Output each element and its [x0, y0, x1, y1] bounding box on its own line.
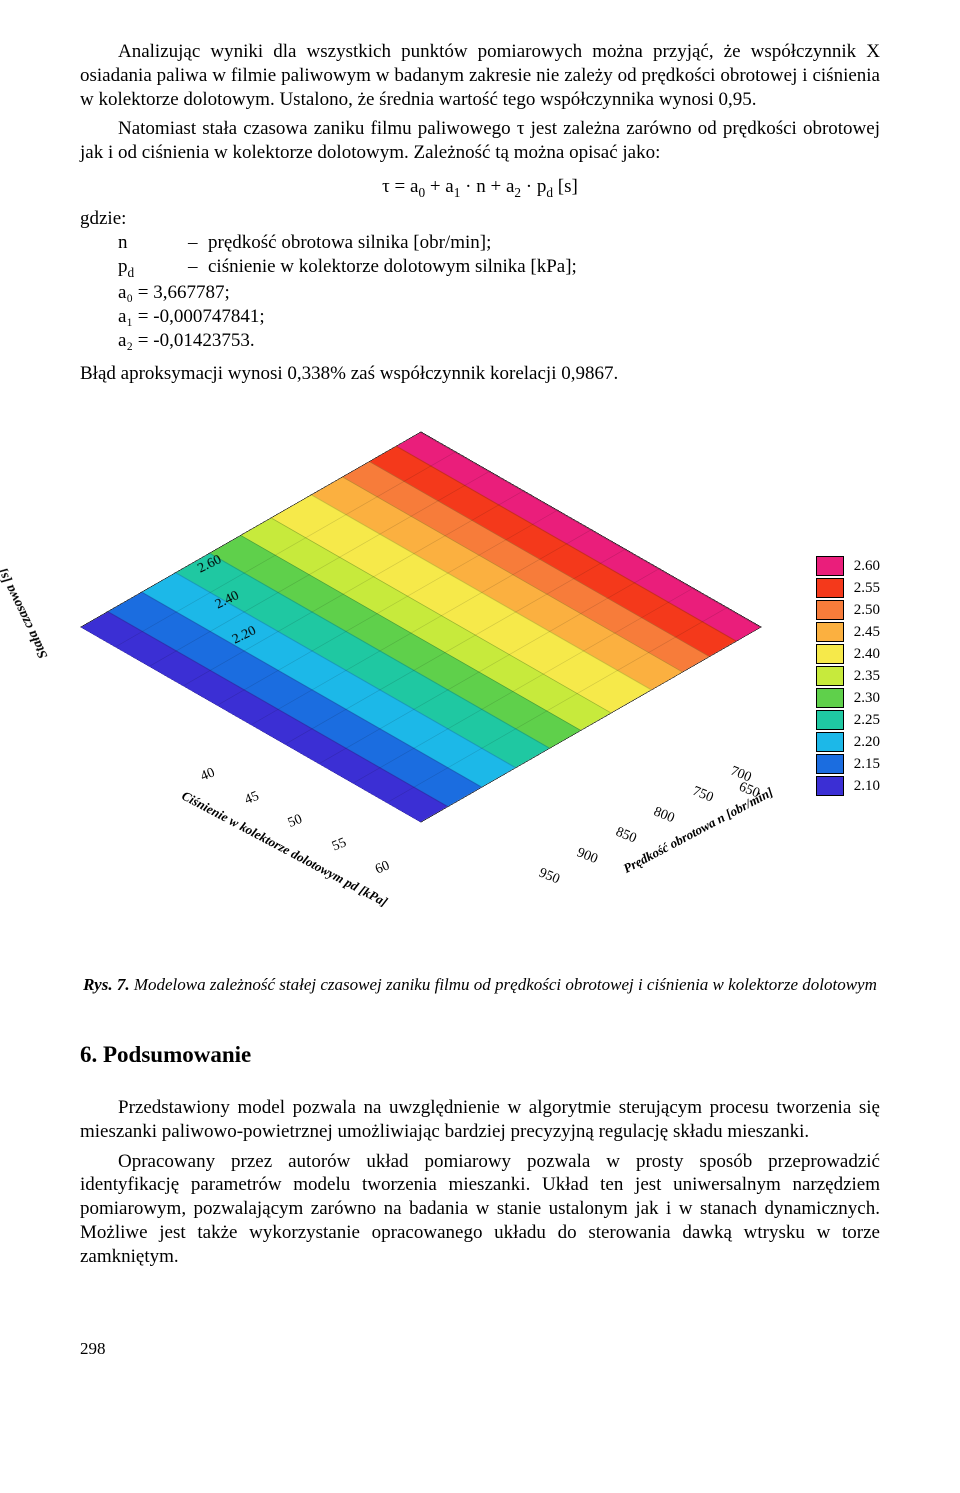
legend-row: 2.60 [816, 556, 880, 576]
legend-row: 2.45 [816, 622, 880, 642]
where-symbol: pd [80, 255, 188, 281]
where-symbol: n [80, 231, 188, 255]
caption-text: Modelowa zależność stałej czasowej zanik… [130, 975, 877, 994]
legend-label: 2.35 [854, 667, 880, 686]
x-axis-title: Ciśnienie w kolektorze dolotowym pd [kPa… [179, 788, 390, 911]
y-tick: 750 [680, 780, 724, 811]
caption-label: Rys. 7. [83, 975, 129, 994]
y-tick: 900 [565, 841, 609, 872]
section-p2: Opracowany przez autorów układ pomiarowy… [80, 1150, 880, 1269]
where-list: n – prędkość obrotowa silnika [obr/min];… [80, 231, 880, 352]
section-heading: 6. Podsumowanie [80, 1041, 880, 1070]
legend-row: 2.40 [816, 644, 880, 664]
legend-swatch [816, 688, 844, 708]
x-tick: 45 [227, 782, 276, 815]
y-tick: 950 [527, 861, 571, 892]
y-axis: 950 900 850 800 750 700 650 Prędkość obr… [489, 758, 770, 930]
legend-swatch [816, 622, 844, 642]
legend-label: 2.45 [854, 623, 880, 642]
legend-swatch [816, 578, 844, 598]
x-tick: 60 [358, 851, 407, 884]
legend-label: 2.15 [854, 755, 880, 774]
where-row: n – prędkość obrotowa silnika [obr/min]; [80, 231, 880, 255]
legend-label: 2.55 [854, 579, 880, 598]
legend-swatch [816, 754, 844, 774]
y-tick: 800 [642, 800, 686, 831]
where-text: prędkość obrotowa silnika [obr/min]; [208, 231, 880, 255]
legend-label: 2.10 [854, 777, 880, 796]
where-text: ciśnienie w kolektorze dolotowym silnika… [208, 255, 880, 281]
legend-swatch [816, 644, 844, 664]
coef-a2: a₂ = -0,01423753. [80, 329, 880, 353]
x-tick: 55 [314, 828, 363, 861]
formula: τ = a0 + a1 · n + a2 · pd [s] [80, 175, 880, 201]
x-tick: 40 [183, 758, 232, 791]
where-label: gdzie: [80, 207, 880, 231]
legend-row: 2.55 [816, 578, 880, 598]
legend-swatch [816, 776, 844, 796]
z-axis-title: Stała czasowa [s] [0, 565, 53, 661]
legend-label: 2.40 [854, 645, 880, 664]
legend-row: 2.30 [816, 688, 880, 708]
legend-swatch [816, 710, 844, 730]
figure-3d-surface: Stała czasowa [s] 2.60 2.40 2.20 40 45 5… [80, 406, 880, 966]
y-tick: 850 [604, 820, 648, 851]
paragraph-3: Błąd aproksymacji wynosi 0,338% zaś wspó… [80, 362, 880, 386]
legend-label: 2.30 [854, 689, 880, 708]
legend-row: 2.50 [816, 600, 880, 620]
legend-row: 2.20 [816, 732, 880, 752]
legend-row: 2.25 [816, 710, 880, 730]
figure-caption: Rys. 7. Modelowa zależność stałej czasow… [80, 974, 880, 995]
legend-label: 2.60 [854, 557, 880, 576]
x-tick: 50 [271, 805, 320, 838]
page-number: 298 [80, 1338, 880, 1359]
legend-label: 2.25 [854, 711, 880, 730]
dash: – [188, 231, 208, 255]
dash: – [188, 255, 208, 281]
coef-a1: a₁ = -0,000747841; [80, 305, 880, 329]
paragraph-2: Natomiast stała czasowa zaniku filmu pal… [80, 117, 880, 165]
where-row: pd – ciśnienie w kolektorze dolotowym si… [80, 255, 880, 281]
legend-swatch [816, 666, 844, 686]
color-legend: 2.60 2.55 2.50 2.45 2.40 2.35 2.30 2.25 2.20 2.15… [816, 556, 880, 798]
legend-row: 2.15 [816, 754, 880, 774]
coef-a0: a₀ = 3,667787; [80, 281, 880, 305]
legend-swatch [816, 556, 844, 576]
paragraph-1: Analizując wyniki dla wszystkich punktów… [80, 40, 880, 111]
legend-row: 2.35 [816, 666, 880, 686]
legend-label: 2.20 [854, 733, 880, 752]
legend-label: 2.50 [854, 601, 880, 620]
section-p1: Przedstawiony model pozwala na uwzględni… [80, 1096, 880, 1144]
legend-swatch [816, 732, 844, 752]
legend-row: 2.10 [816, 776, 880, 796]
page: Analizując wyniki dla wszystkich punktów… [0, 0, 960, 1420]
legend-swatch [816, 600, 844, 620]
